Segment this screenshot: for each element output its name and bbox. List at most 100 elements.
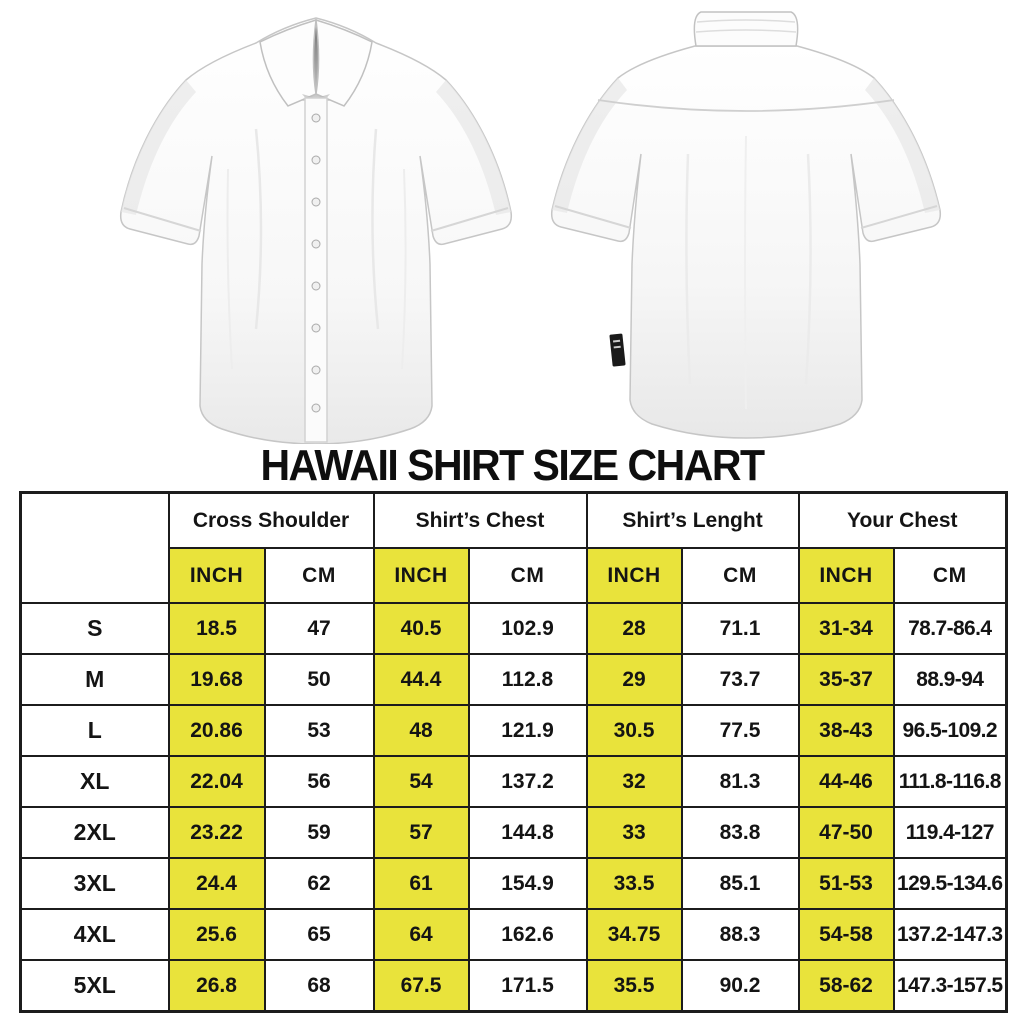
size-label: L (19, 704, 170, 757)
cell-2xl-your-chest-cm: 119.4-127 (892, 806, 1008, 859)
shirt-photos (0, 0, 1024, 446)
cell-5xl-cross-shoulder-inch: 26.8 (167, 959, 266, 1013)
unit-header-row: INCH CM INCH CM INCH CM INCH CM (21, 547, 1008, 604)
cell-5xl-shirts-lenght-cm: 90.2 (680, 959, 800, 1013)
size-chart-table: Cross Shoulder Shirt’s Chest Shirt’s Len… (19, 491, 1009, 1013)
size-label: 3XL (19, 857, 170, 910)
cell-4xl-shirts-lenght-cm: 88.3 (680, 908, 800, 961)
table-row: 5XL 26.8 68 67.5 171.5 35.5 90.2 58-62 147.3-157… (19, 959, 1008, 1013)
cell-m-your-chest-inch: 35-37 (797, 653, 895, 706)
cell-l-your-chest-inch: 38-43 (797, 704, 895, 757)
cell-s-shirts-chest-inch: 40.5 (372, 602, 470, 655)
cell-l-shirts-lenght-cm: 77.5 (680, 704, 800, 757)
cell-5xl-shirts-chest-inch: 67.5 (372, 959, 470, 1013)
cell-m-cross-shoulder-inch: 19.68 (167, 653, 266, 706)
cell-3xl-your-chest-inch: 51-53 (797, 857, 895, 910)
cell-5xl-cross-shoulder-cm: 68 (263, 959, 375, 1013)
cell-3xl-your-chest-cm: 129.5-134.6 (892, 857, 1008, 910)
table-row: 2XL 23.22 59 57 144.8 33 83.8 47-50 119.4-127 (19, 806, 1008, 859)
cell-s-your-chest-inch: 31-34 (797, 602, 895, 655)
unit-header-cm: CM (892, 547, 1008, 604)
cell-5xl-your-chest-inch: 58-62 (797, 959, 895, 1013)
cell-2xl-shirts-lenght-inch: 33 (585, 806, 683, 859)
cell-s-shirts-lenght-cm: 71.1 (680, 602, 800, 655)
shirt-front-image (119, 17, 513, 444)
cell-s-shirts-lenght-inch: 28 (585, 602, 683, 655)
size-label: S (19, 602, 170, 655)
cell-m-shirts-lenght-inch: 29 (585, 653, 683, 706)
cell-xl-cross-shoulder-cm: 56 (263, 755, 375, 808)
cell-s-cross-shoulder-cm: 47 (263, 602, 375, 655)
unit-header-inch: INCH (797, 547, 895, 604)
cell-s-cross-shoulder-inch: 18.5 (167, 602, 266, 655)
size-label: 2XL (19, 806, 170, 859)
cell-xl-shirts-lenght-cm: 81.3 (680, 755, 800, 808)
cell-xl-shirts-chest-cm: 137.2 (467, 755, 588, 808)
cell-l-cross-shoulder-inch: 20.86 (167, 704, 266, 757)
cell-xl-your-chest-inch: 44-46 (797, 755, 895, 808)
cell-4xl-cross-shoulder-inch: 25.6 (167, 908, 266, 961)
table-row: 3XL 24.4 62 61 154.9 33.5 85.1 51-53 129.5-134.6 (19, 857, 1008, 910)
cell-xl-cross-shoulder-inch: 22.04 (167, 755, 266, 808)
group-header-cross-shoulder: Cross Shoulder (167, 491, 375, 549)
shirt-back-image (550, 11, 942, 439)
cell-s-shirts-chest-cm: 102.9 (467, 602, 588, 655)
cell-2xl-shirts-chest-inch: 57 (372, 806, 470, 859)
cell-5xl-shirts-chest-cm: 171.5 (467, 959, 588, 1013)
cell-3xl-shirts-lenght-cm: 85.1 (680, 857, 800, 910)
unit-header-inch: INCH (167, 547, 266, 604)
group-header-your-chest: Your Chest (797, 491, 1008, 549)
group-header-shirts-lenght: Shirt’s Lenght (585, 491, 800, 549)
table-row: S 18.5 47 40.5 102.9 28 71.1 31-34 78.7-86.4 (19, 602, 1008, 655)
table-row: XL 22.04 56 54 137.2 32 81.3 44-46 111.8-116.8 (19, 755, 1008, 808)
cell-2xl-cross-shoulder-inch: 23.22 (167, 806, 266, 859)
cell-l-cross-shoulder-cm: 53 (263, 704, 375, 757)
cell-3xl-cross-shoulder-cm: 62 (263, 857, 375, 910)
size-label: XL (19, 755, 170, 808)
cell-xl-shirts-lenght-inch: 32 (585, 755, 683, 808)
cell-m-shirts-chest-inch: 44.4 (372, 653, 470, 706)
cell-l-shirts-chest-cm: 121.9 (467, 704, 588, 757)
cell-l-your-chest-cm: 96.5-109.2 (892, 704, 1008, 757)
cell-3xl-shirts-lenght-inch: 33.5 (585, 857, 683, 910)
size-label: M (19, 653, 170, 706)
group-header-shirts-chest: Shirt’s Chest (372, 491, 588, 549)
unit-header-cm: CM (263, 547, 375, 604)
size-table-body: S 18.5 47 40.5 102.9 28 71.1 31-34 78.7-86.4 M 19.… (19, 602, 1008, 1013)
size-label: 5XL (19, 959, 170, 1013)
unit-header-cm: CM (467, 547, 588, 604)
size-label: 4XL (19, 908, 170, 961)
cell-m-cross-shoulder-cm: 50 (263, 653, 375, 706)
cell-2xl-shirts-chest-cm: 144.8 (467, 806, 588, 859)
unit-header-inch: INCH (372, 547, 470, 604)
cell-s-your-chest-cm: 78.7-86.4 (892, 602, 1008, 655)
cell-l-shirts-lenght-inch: 30.5 (585, 704, 683, 757)
cell-2xl-shirts-lenght-cm: 83.8 (680, 806, 800, 859)
table-row: 4XL 25.6 65 64 162.6 34.75 88.3 54-58 137.2-147.… (19, 908, 1008, 961)
cell-4xl-shirts-lenght-inch: 34.75 (585, 908, 683, 961)
cell-xl-your-chest-cm: 111.8-116.8 (892, 755, 1008, 808)
cell-4xl-cross-shoulder-cm: 65 (263, 908, 375, 961)
cell-3xl-shirts-chest-cm: 154.9 (467, 857, 588, 910)
cell-4xl-your-chest-cm: 137.2-147.3 (892, 908, 1008, 961)
table-row: L 20.86 53 48 121.9 30.5 77.5 38-43 96.5-109.2 (19, 704, 1008, 757)
cell-4xl-your-chest-inch: 54-58 (797, 908, 895, 961)
cell-2xl-your-chest-inch: 47-50 (797, 806, 895, 859)
cell-xl-shirts-chest-inch: 54 (372, 755, 470, 808)
cell-3xl-shirts-chest-inch: 61 (372, 857, 470, 910)
cell-m-shirts-chest-cm: 112.8 (467, 653, 588, 706)
cell-2xl-cross-shoulder-cm: 59 (263, 806, 375, 859)
cell-m-your-chest-cm: 88.9-94 (892, 653, 1008, 706)
page-title: HAWAII SHIRT SIZE CHART (260, 441, 765, 490)
cell-4xl-shirts-chest-inch: 64 (372, 908, 470, 961)
size-column-header (19, 491, 170, 604)
column-group-header-row: Cross Shoulder Shirt’s Chest Shirt’s Len… (19, 491, 1008, 604)
unit-header-inch: INCH (585, 547, 683, 604)
cell-5xl-your-chest-cm: 147.3-157.5 (892, 959, 1008, 1013)
table-row: M 19.68 50 44.4 112.8 29 73.7 35-37 88.9-94 (19, 653, 1008, 706)
unit-header-cm: CM (680, 547, 800, 604)
cell-m-shirts-lenght-cm: 73.7 (680, 653, 800, 706)
cell-l-shirts-chest-inch: 48 (372, 704, 470, 757)
cell-4xl-shirts-chest-cm: 162.6 (467, 908, 588, 961)
